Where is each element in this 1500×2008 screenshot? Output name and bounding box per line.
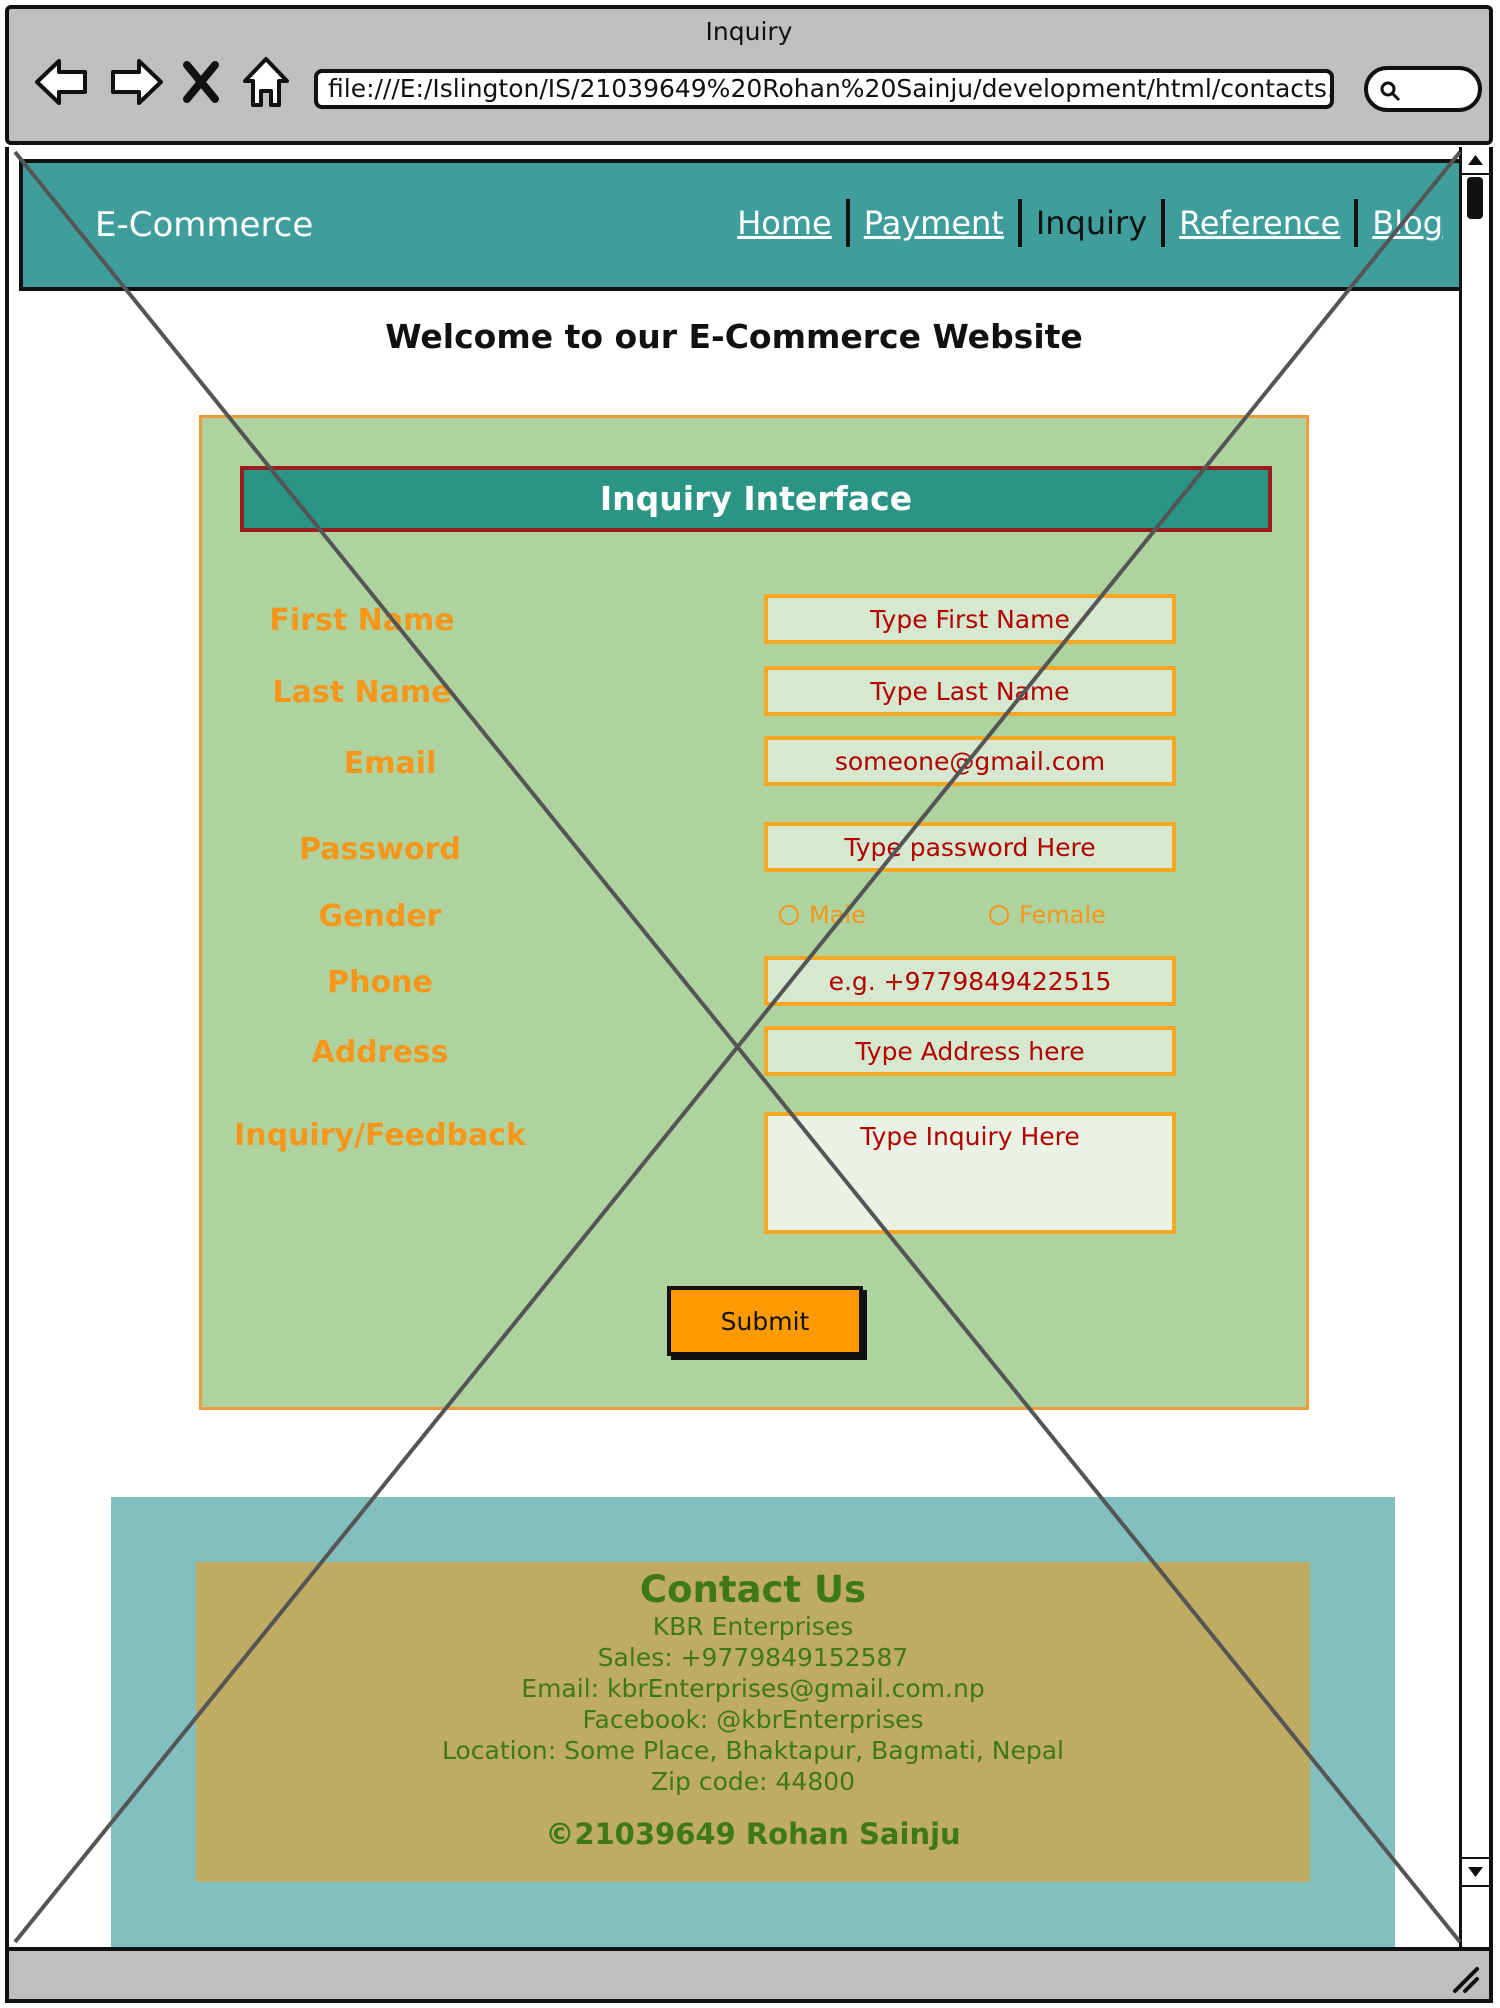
back-arrow-icon[interactable]	[33, 53, 91, 111]
stop-icon[interactable]	[179, 53, 223, 111]
nav-reference-link[interactable]: Reference	[1179, 204, 1341, 242]
nav-blog-link[interactable]: Blog	[1372, 204, 1443, 242]
browser-search-box[interactable]	[1364, 66, 1482, 112]
address-field[interactable]	[764, 1026, 1176, 1076]
first-name-field[interactable]	[764, 594, 1176, 644]
gender-female-radio[interactable]: Female	[989, 901, 1106, 929]
gender-male-radio[interactable]: Male	[779, 901, 866, 929]
last-name-field[interactable]	[764, 666, 1176, 716]
submit-button[interactable]: Submit	[667, 1286, 863, 1356]
scroll-thumb[interactable]	[1467, 177, 1483, 219]
facebook-handle: Facebook: @kbrEnterprises	[582, 1705, 924, 1734]
forward-arrow-icon[interactable]	[107, 53, 165, 111]
home-icon[interactable]	[237, 53, 295, 111]
address-bar[interactable]: file:///E:/Islington/IS/21039649%20Rohan…	[314, 69, 1334, 109]
scroll-up-arrow-icon[interactable]	[1462, 147, 1489, 175]
gender-female-label: Female	[1019, 901, 1106, 929]
radio-circle	[779, 905, 799, 925]
browser-toolbar: Inquiry file:///E:/Islington/IS/21039649…	[5, 5, 1493, 145]
resize-grip-icon[interactable]	[1447, 1961, 1481, 1995]
nav-payment-link[interactable]: Payment	[863, 204, 1004, 242]
site-brand[interactable]: E-Commerce	[95, 205, 314, 245]
zip-code: Zip code: 44800	[650, 1767, 856, 1796]
email-field[interactable]	[764, 736, 1176, 786]
company-name: KBR Enterprises	[652, 1612, 854, 1641]
vertical-scrollbar[interactable]	[1459, 147, 1489, 1947]
nav-inquiry-link[interactable]: Inquiry	[1035, 204, 1148, 242]
main-nav: Home Payment Inquiry Reference Blog	[723, 199, 1457, 247]
password-label: Password	[299, 832, 461, 867]
inquiry-label: Inquiry/Feedback	[234, 1118, 526, 1153]
site-header: E-Commerce Home Payment Inquiry Referenc…	[19, 159, 1471, 291]
page-viewport: E-Commerce Home Payment Inquiry Referenc…	[5, 147, 1493, 1947]
radio-circle	[989, 905, 1009, 925]
search-icon	[1380, 81, 1401, 102]
first-name-label: First Name	[269, 603, 455, 638]
inquiry-textarea[interactable]	[764, 1112, 1176, 1234]
form-heading: Inquiry Interface	[240, 466, 1272, 532]
location-text: Location: Some Place, Bhaktapur, Bagmati…	[442, 1736, 1064, 1765]
phone-field[interactable]	[764, 956, 1176, 1006]
window-title: Inquiry	[705, 17, 793, 46]
nav-home-link[interactable]: Home	[737, 204, 832, 242]
scroll-down-arrow-icon[interactable]	[1462, 1857, 1489, 1887]
status-bar	[5, 1947, 1493, 2003]
contact-email: Email: kbrEnterprises@gmail.com.np	[521, 1674, 985, 1703]
site-footer: Contact Us KBR Enterprises Sales: +97798…	[111, 1497, 1395, 1947]
inquiry-form: Inquiry Interface First Name Last Name E…	[199, 415, 1309, 1410]
gender-male-label: Male	[809, 901, 866, 929]
copyright-text: ©21039649 Rohan Sainju	[545, 1817, 961, 1851]
sales-phone: Sales: +9779849152587	[597, 1643, 909, 1672]
contact-us-panel: Contact Us KBR Enterprises Sales: +97798…	[196, 1562, 1310, 1882]
gender-label: Gender	[318, 899, 442, 934]
email-label: Email	[343, 746, 437, 781]
address-label: Address	[311, 1035, 449, 1070]
password-field[interactable]	[764, 822, 1176, 872]
welcome-heading: Welcome to our E-Commerce Website	[385, 317, 1083, 356]
phone-label: Phone	[327, 965, 433, 1000]
contact-us-heading: Contact Us	[639, 1568, 867, 1611]
last-name-label: Last Name	[272, 675, 452, 710]
